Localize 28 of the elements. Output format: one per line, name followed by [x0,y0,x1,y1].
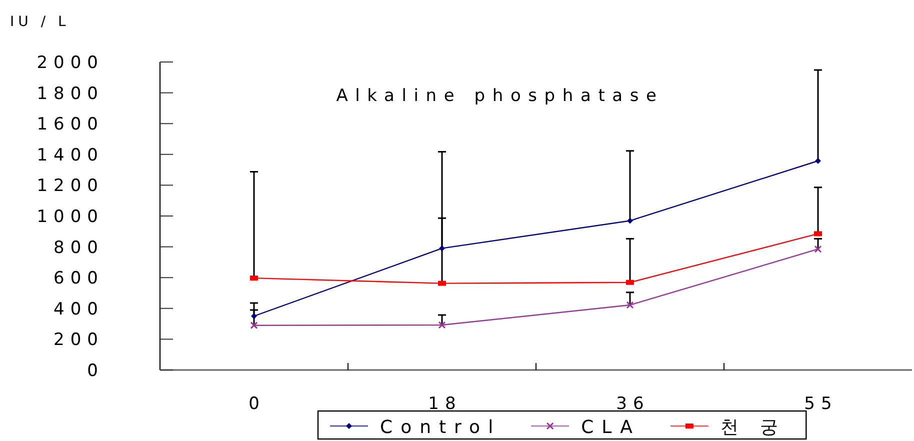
x-tick-label: 55 [804,394,838,414]
y-tick-label: 1200 [36,176,104,196]
point [814,245,822,253]
text: Alkaline phosphatase [336,86,664,106]
point [250,322,258,330]
point [251,313,257,320]
legend-label: CLA [581,417,640,438]
point [815,158,821,164]
y-axis-title: IU / L [10,14,70,30]
y-tick-label: 1000 [36,207,104,227]
y-tick-label: 400 [54,299,104,320]
point [438,321,446,329]
point [626,301,634,309]
y-tick-label: 800 [54,238,104,258]
y-tick-label: 1800 [36,84,104,104]
legend-label: Control [380,417,502,438]
point [627,218,633,224]
y-tick-label: 200 [54,330,104,350]
y-tick-label: 2000 [36,53,104,73]
x-tick-label: 36 [616,394,650,414]
y-tick-label: 1600 [36,114,104,135]
x-tick-label: 0 [248,394,266,414]
legend-label: 천 궁 [720,417,786,438]
y-tick-label: 1400 [36,145,104,166]
x-tick-label: 18 [428,394,462,414]
y-tick-label: 0 [87,361,104,381]
point [439,245,445,252]
y-tick-label: 600 [54,268,104,289]
